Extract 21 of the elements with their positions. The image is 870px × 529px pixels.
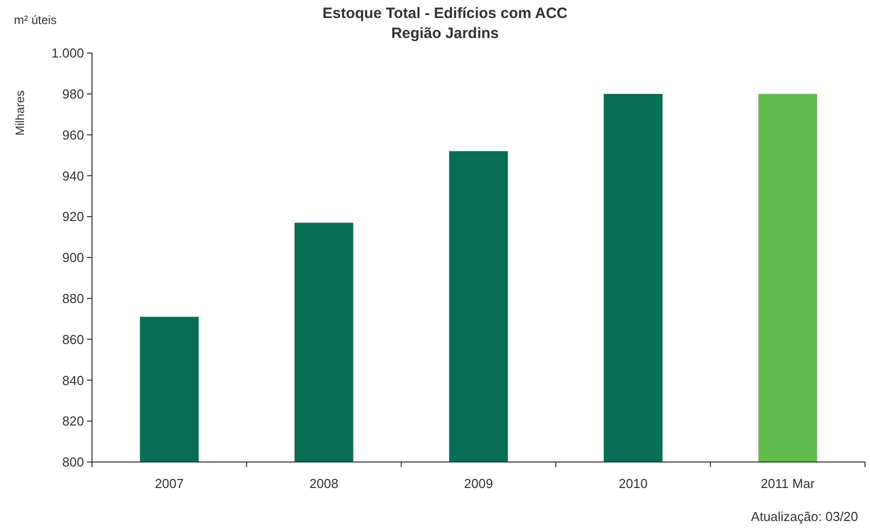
x-tick-label: 2008 [309, 476, 338, 491]
y-tick-label: 940 [62, 168, 84, 184]
y-tick-label: 980 [62, 86, 84, 102]
y-tick-label: 1.000 [51, 46, 84, 61]
x-tick-label: 2010 [618, 476, 648, 491]
y-tick-label: 840 [62, 372, 84, 388]
text: Atualização: 03/20 [751, 509, 858, 524]
y-tick-label: 880 [62, 290, 84, 306]
text: m² úteis [14, 13, 57, 27]
y-tick-label: 960 [62, 127, 84, 142]
y-tick-label: 920 [62, 209, 84, 224]
x-tick-label: 2009 [464, 476, 493, 491]
x-tick-label: 2011 Mar [760, 476, 816, 491]
y-axis-title: Milhares [13, 90, 27, 136]
y-tick-label: 900 [62, 250, 84, 266]
chart-subtitle: Região Jardins [391, 25, 499, 42]
y-tick-label: 800 [62, 454, 84, 470]
y-tick-label: 860 [62, 332, 84, 347]
chart-title: Estoque Total - Edifícios com ACC [322, 5, 568, 22]
y-tick-label: 820 [62, 414, 84, 429]
x-tick-label: 2007 [154, 476, 184, 491]
